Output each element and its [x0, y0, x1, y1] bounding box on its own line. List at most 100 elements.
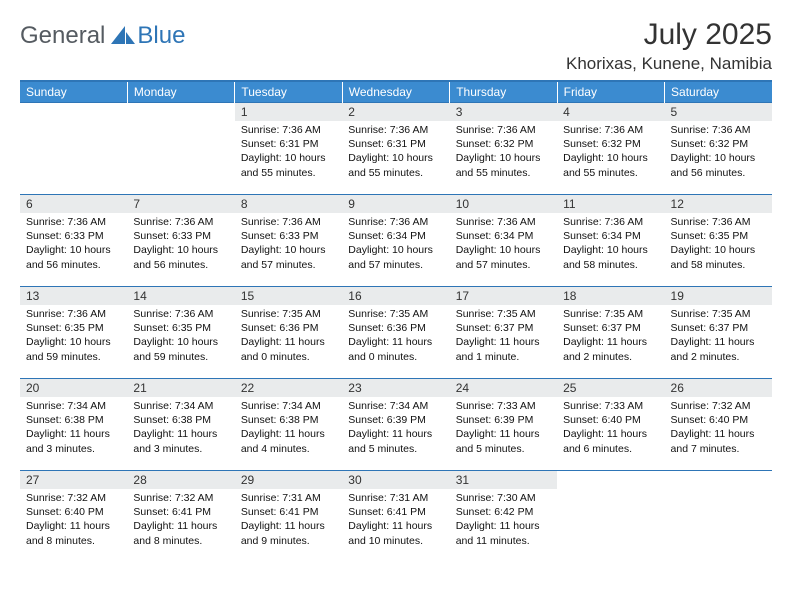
sunset-text: Sunset: 6:32 PM	[456, 137, 551, 151]
sunrise-text: Sunrise: 7:31 AM	[241, 491, 336, 505]
sunset-text: Sunset: 6:39 PM	[348, 413, 443, 427]
day-body: Sunrise: 7:36 AMSunset: 6:32 PMDaylight:…	[665, 121, 772, 184]
calendar-cell: 11Sunrise: 7:36 AMSunset: 6:34 PMDayligh…	[557, 195, 664, 287]
sunset-text: Sunset: 6:33 PM	[133, 229, 228, 243]
sunset-text: Sunset: 6:35 PM	[26, 321, 121, 335]
sunset-text: Sunset: 6:40 PM	[26, 505, 121, 519]
day-number: 19	[665, 287, 772, 305]
calendar-cell: 26Sunrise: 7:32 AMSunset: 6:40 PMDayligh…	[665, 379, 772, 471]
daylight-text: Daylight: 11 hours and 3 minutes.	[133, 427, 228, 455]
day-body: Sunrise: 7:33 AMSunset: 6:40 PMDaylight:…	[557, 397, 664, 460]
day-number: 20	[20, 379, 127, 397]
day-body: Sunrise: 7:31 AMSunset: 6:41 PMDaylight:…	[342, 489, 449, 552]
weekday-header: Thursday	[450, 81, 557, 103]
calendar-cell: 20Sunrise: 7:34 AMSunset: 6:38 PMDayligh…	[20, 379, 127, 471]
day-number: 17	[450, 287, 557, 305]
sunset-text: Sunset: 6:32 PM	[563, 137, 658, 151]
day-body: Sunrise: 7:36 AMSunset: 6:33 PMDaylight:…	[235, 213, 342, 276]
sunrise-text: Sunrise: 7:35 AM	[671, 307, 766, 321]
calendar-row: 6Sunrise: 7:36 AMSunset: 6:33 PMDaylight…	[20, 195, 772, 287]
sunset-text: Sunset: 6:38 PM	[241, 413, 336, 427]
sunset-text: Sunset: 6:40 PM	[563, 413, 658, 427]
sunset-text: Sunset: 6:37 PM	[671, 321, 766, 335]
day-body: Sunrise: 7:35 AMSunset: 6:37 PMDaylight:…	[557, 305, 664, 368]
calendar-cell: 5Sunrise: 7:36 AMSunset: 6:32 PMDaylight…	[665, 103, 772, 195]
sunset-text: Sunset: 6:35 PM	[671, 229, 766, 243]
sunrise-text: Sunrise: 7:34 AM	[241, 399, 336, 413]
weekday-header: Monday	[127, 81, 234, 103]
day-number: 24	[450, 379, 557, 397]
sunset-text: Sunset: 6:31 PM	[241, 137, 336, 151]
daylight-text: Daylight: 10 hours and 58 minutes.	[671, 243, 766, 271]
sunset-text: Sunset: 6:33 PM	[241, 229, 336, 243]
day-body: Sunrise: 7:36 AMSunset: 6:33 PMDaylight:…	[20, 213, 127, 276]
sunrise-text: Sunrise: 7:36 AM	[241, 123, 336, 137]
calendar-cell: 30Sunrise: 7:31 AMSunset: 6:41 PMDayligh…	[342, 471, 449, 563]
day-number: 25	[557, 379, 664, 397]
calendar-cell: 24Sunrise: 7:33 AMSunset: 6:39 PMDayligh…	[450, 379, 557, 471]
day-body: Sunrise: 7:35 AMSunset: 6:36 PMDaylight:…	[235, 305, 342, 368]
calendar-cell: 7 Sunrise: 7:36 AMSunset: 6:33 PMDaylight…	[127, 195, 234, 287]
daylight-text: Daylight: 10 hours and 55 minutes.	[563, 151, 658, 179]
day-number: 4	[557, 103, 664, 121]
sunrise-text: Sunrise: 7:36 AM	[133, 215, 228, 229]
daylight-text: Daylight: 11 hours and 5 minutes.	[456, 427, 551, 455]
daylight-text: Daylight: 11 hours and 0 minutes.	[348, 335, 443, 363]
daylight-text: Daylight: 10 hours and 59 minutes.	[26, 335, 121, 363]
calendar-cell: 8Sunrise: 7:36 AMSunset: 6:33 PMDaylight…	[235, 195, 342, 287]
calendar-cell	[665, 471, 772, 563]
day-body: Sunrise: 7:36 AMSunset: 6:35 PMDaylight:…	[665, 213, 772, 276]
day-body: Sunrise: 7:36 AMSunset: 6:34 PMDaylight:…	[342, 213, 449, 276]
day-number: 3	[450, 103, 557, 121]
calendar-cell	[127, 103, 234, 195]
sunrise-text: Sunrise: 7:35 AM	[348, 307, 443, 321]
day-number: 18	[557, 287, 664, 305]
sunrise-text: Sunrise: 7:32 AM	[26, 491, 121, 505]
day-body: Sunrise: 7:31 AMSunset: 6:41 PMDaylight:…	[235, 489, 342, 552]
day-number: 16	[342, 287, 449, 305]
day-number: 6	[20, 195, 127, 213]
header: General Blue July 2025 Khorixas, Kunene,…	[20, 18, 772, 74]
day-body: Sunrise: 7:34 AMSunset: 6:38 PMDaylight:…	[20, 397, 127, 460]
day-number: 8	[235, 195, 342, 213]
day-body: Sunrise: 7:36 AMSunset: 6:32 PMDaylight:…	[557, 121, 664, 184]
day-body: Sunrise: 7:30 AMSunset: 6:42 PMDaylight:…	[450, 489, 557, 552]
day-body: Sunrise: 7:36 AMSunset: 6:35 PMDaylight:…	[20, 305, 127, 368]
daylight-text: Daylight: 11 hours and 7 minutes.	[671, 427, 766, 455]
sunset-text: Sunset: 6:39 PM	[456, 413, 551, 427]
day-number: 10	[450, 195, 557, 213]
calendar-cell: 12Sunrise: 7:36 AMSunset: 6:35 PMDayligh…	[665, 195, 772, 287]
day-body: Sunrise: 7:33 AMSunset: 6:39 PMDaylight:…	[450, 397, 557, 460]
sunset-text: Sunset: 6:34 PM	[348, 229, 443, 243]
sunset-text: Sunset: 6:41 PM	[241, 505, 336, 519]
calendar-cell: 31Sunrise: 7:30 AMSunset: 6:42 PMDayligh…	[450, 471, 557, 563]
weekday-header: Sunday	[20, 81, 127, 103]
sunrise-text: Sunrise: 7:33 AM	[563, 399, 658, 413]
sunrise-text: Sunrise: 7:36 AM	[563, 215, 658, 229]
calendar-cell	[20, 103, 127, 195]
sunrise-text: Sunrise: 7:36 AM	[348, 215, 443, 229]
sunset-text: Sunset: 6:32 PM	[671, 137, 766, 151]
day-body: Sunrise: 7:36 AMSunset: 6:34 PMDaylight:…	[557, 213, 664, 276]
weekday-header-row: Sunday Monday Tuesday Wednesday Thursday…	[20, 81, 772, 103]
daylight-text: Daylight: 10 hours and 56 minutes.	[133, 243, 228, 271]
sunrise-text: Sunrise: 7:36 AM	[241, 215, 336, 229]
sunset-text: Sunset: 6:42 PM	[456, 505, 551, 519]
sunset-text: Sunset: 6:34 PM	[456, 229, 551, 243]
calendar-cell: 10Sunrise: 7:36 AMSunset: 6:34 PMDayligh…	[450, 195, 557, 287]
title-block: July 2025 Khorixas, Kunene, Namibia	[566, 18, 772, 74]
sunset-text: Sunset: 6:41 PM	[133, 505, 228, 519]
day-number: 7	[127, 195, 234, 213]
location: Khorixas, Kunene, Namibia	[566, 54, 772, 74]
calendar-cell: 23Sunrise: 7:34 AMSunset: 6:39 PMDayligh…	[342, 379, 449, 471]
sunrise-text: Sunrise: 7:31 AM	[348, 491, 443, 505]
day-number: 1	[235, 103, 342, 121]
weekday-header: Friday	[557, 81, 664, 103]
day-number: 9	[342, 195, 449, 213]
day-body: Sunrise: 7:32 AMSunset: 6:40 PMDaylight:…	[20, 489, 127, 552]
logo-text-general: General	[20, 22, 105, 50]
day-number: 12	[665, 195, 772, 213]
daylight-text: Daylight: 11 hours and 10 minutes.	[348, 519, 443, 547]
sunrise-text: Sunrise: 7:34 AM	[348, 399, 443, 413]
daylight-text: Daylight: 11 hours and 2 minutes.	[563, 335, 658, 363]
